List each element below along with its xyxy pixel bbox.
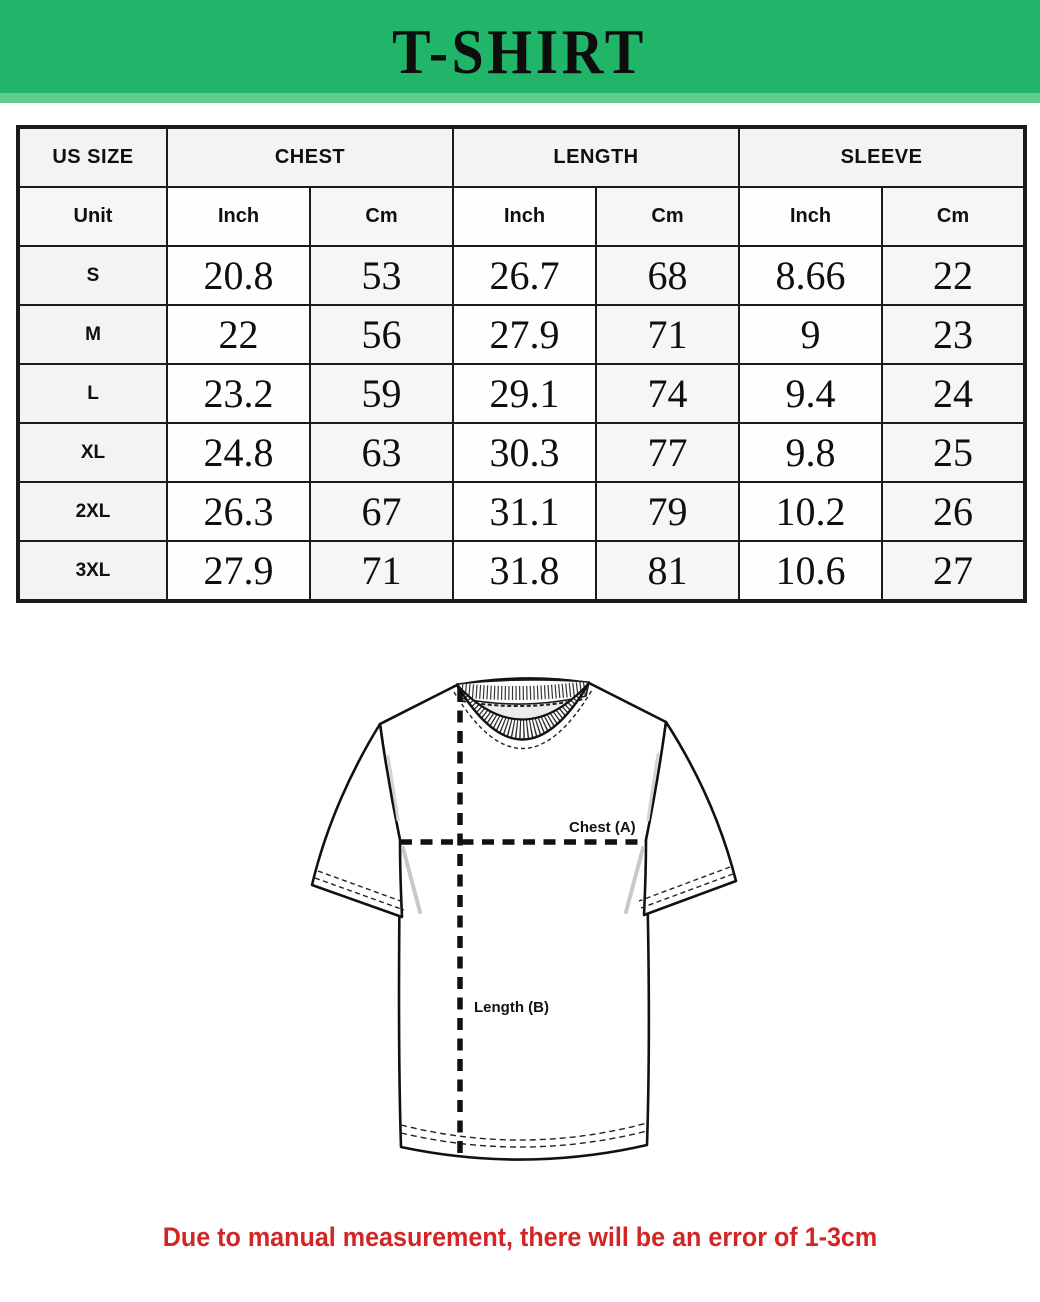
table-cell: 24 bbox=[881, 363, 1027, 424]
measurement-note: Due to manual measurement, there will be… bbox=[162, 1222, 878, 1252]
unit-sleeve-cm: Cm bbox=[881, 186, 1027, 247]
unit-chest-inch: Inch bbox=[166, 186, 311, 247]
unit-header: Unit bbox=[17, 186, 168, 247]
left-cuff-stitch bbox=[317, 870, 407, 904]
table-cell: 31.1 bbox=[452, 481, 598, 542]
column-header-sleeve: SLEEVE bbox=[738, 126, 1027, 188]
column-header-length: LENGTH bbox=[452, 126, 741, 188]
table-cell: 67 bbox=[308, 481, 455, 542]
table-row-2xl: 2XL 26.3 67 31.1 79 10.2 26 bbox=[17, 481, 1027, 542]
table-row-xl: XL 24.8 63 30.3 77 9.8 25 bbox=[17, 422, 1027, 483]
table-unit-row: Unit Inch Cm Inch Cm Inch Cm bbox=[17, 186, 1027, 247]
collar-stitch-line bbox=[453, 689, 593, 750]
table-row-s: S 20.8 53 26.7 68 8.66 22 bbox=[17, 245, 1027, 306]
table-cell: 26.3 bbox=[166, 481, 311, 542]
table-cell: 10.2 bbox=[738, 481, 884, 542]
banner: T-SHIRT bbox=[0, 0, 1040, 103]
size-label: 2XL bbox=[17, 481, 168, 542]
shading-right-armpit bbox=[624, 846, 645, 914]
back-collar-ribbing bbox=[457, 681, 589, 701]
table-cell: 79 bbox=[595, 481, 741, 542]
table-cell: 59 bbox=[308, 363, 455, 424]
table-cell: 9 bbox=[738, 304, 884, 365]
table-row-m: M 22 56 27.9 71 9 23 bbox=[17, 304, 1027, 365]
table-cell: 23 bbox=[881, 304, 1027, 365]
table-cell: 71 bbox=[595, 304, 741, 365]
table-cell: 27.9 bbox=[452, 304, 598, 365]
unit-chest-cm: Cm bbox=[308, 186, 455, 247]
table-cell: 20.8 bbox=[166, 245, 311, 306]
table-cell: 63 bbox=[308, 422, 455, 483]
tshirt-right-sleeve bbox=[642, 720, 738, 917]
page-title: T-SHIRT bbox=[392, 15, 648, 87]
unit-length-cm: Cm bbox=[595, 186, 741, 247]
chest-measure-label: Chest (A) bbox=[569, 819, 636, 836]
shading-left-armhole bbox=[386, 754, 400, 822]
table-cell: 9.8 bbox=[738, 422, 884, 483]
size-label: L bbox=[17, 363, 168, 424]
table-row-3xl: 3XL 27.9 71 31.8 81 10.6 27 bbox=[17, 540, 1027, 602]
table-row-l: L 23.2 59 29.1 74 9.4 24 bbox=[17, 363, 1027, 424]
length-measure-label: Length (B) bbox=[474, 999, 549, 1016]
table-group-header-row: US SIZE CHEST LENGTH SLEEVE bbox=[17, 126, 1027, 188]
hem-stitch bbox=[400, 1130, 648, 1148]
left-cuff-stitch bbox=[314, 877, 405, 911]
tshirt-left-sleeve bbox=[310, 722, 404, 919]
size-label: 3XL bbox=[17, 540, 168, 602]
shading-right-armhole bbox=[646, 752, 660, 822]
unit-length-inch: Inch bbox=[452, 186, 598, 247]
table-cell: 25 bbox=[881, 422, 1027, 483]
table-cell: 56 bbox=[308, 304, 455, 365]
table-cell: 26.7 bbox=[452, 245, 598, 306]
table-cell: 71 bbox=[308, 540, 455, 602]
table-cell: 27.9 bbox=[166, 540, 311, 602]
table-cell: 8.66 bbox=[738, 245, 884, 306]
table-cell: 53 bbox=[308, 245, 455, 306]
table-cell: 31.8 bbox=[452, 540, 598, 602]
table-cell: 22 bbox=[881, 245, 1027, 306]
front-collar-ribbing bbox=[457, 683, 589, 740]
tshirt-diagram: Chest (A) Length (B) bbox=[280, 652, 760, 1172]
table-cell: 22 bbox=[166, 304, 311, 365]
table-cell: 77 bbox=[595, 422, 741, 483]
size-label: M bbox=[17, 304, 168, 365]
table-cell: 26 bbox=[881, 481, 1027, 542]
size-label: XL bbox=[17, 422, 168, 483]
column-header-us-size: US SIZE bbox=[17, 126, 168, 188]
size-label: S bbox=[17, 245, 168, 306]
shading-left-armpit bbox=[401, 846, 422, 914]
unit-sleeve-inch: Inch bbox=[738, 186, 884, 247]
table-cell: 81 bbox=[595, 540, 741, 602]
table-cell: 24.8 bbox=[166, 422, 311, 483]
table-cell: 27 bbox=[881, 540, 1027, 602]
column-header-chest: CHEST bbox=[165, 126, 455, 188]
table-cell: 29.1 bbox=[452, 363, 598, 424]
table-cell: 9.4 bbox=[738, 363, 884, 424]
size-table: US SIZE CHEST LENGTH SLEEVE Unit Inch Cm… bbox=[16, 125, 1028, 603]
front-collar-outer-edge bbox=[455, 682, 591, 741]
table-cell: 23.2 bbox=[166, 363, 311, 424]
front-collar-inner-edge bbox=[456, 682, 590, 721]
table-cell: 68 bbox=[595, 245, 741, 306]
hem-stitch bbox=[400, 1122, 648, 1141]
tshirt-body-outline bbox=[378, 677, 668, 1161]
table-cell: 74 bbox=[595, 363, 741, 424]
table-cell: 10.6 bbox=[738, 540, 884, 602]
table-cell: 30.3 bbox=[452, 422, 598, 483]
right-cuff-stitch bbox=[638, 866, 731, 902]
